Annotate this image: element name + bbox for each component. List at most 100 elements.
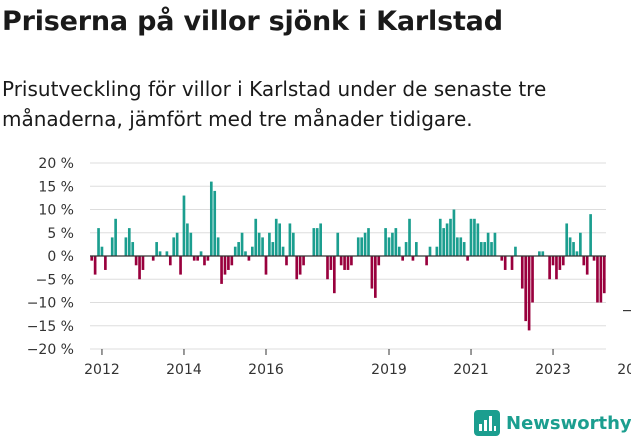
bar bbox=[326, 256, 329, 280]
bar bbox=[520, 256, 524, 289]
bar bbox=[438, 218, 442, 256]
bar bbox=[189, 232, 193, 256]
x-tick-label: 2021 bbox=[453, 362, 489, 378]
bar bbox=[227, 256, 230, 270]
bar bbox=[452, 209, 456, 256]
bar bbox=[257, 232, 261, 256]
bar bbox=[469, 218, 473, 256]
bar bbox=[343, 256, 346, 270]
bar bbox=[175, 232, 179, 256]
bar bbox=[315, 228, 319, 256]
bar bbox=[233, 246, 237, 256]
bar-chart: 20 % 15 % 10 % 5 % 0 % −5 % −10 % −15 % −20 % 20… bbox=[27, 156, 631, 378]
bar bbox=[329, 256, 333, 270]
bar bbox=[486, 232, 490, 256]
bar bbox=[370, 256, 374, 289]
bar bbox=[459, 237, 463, 256]
bar bbox=[404, 242, 408, 256]
y-axis-ticks: 20 % 15 % 10 % 5 % 0 % −5 % −10 % −15 % −20 % bbox=[27, 156, 74, 358]
bar bbox=[288, 223, 292, 256]
newsworthy-logo: Newsworthy bbox=[474, 408, 631, 438]
bar bbox=[585, 256, 589, 275]
bar bbox=[298, 256, 302, 275]
bar bbox=[100, 246, 104, 256]
bar bbox=[367, 228, 370, 256]
bar bbox=[490, 242, 493, 256]
bar bbox=[524, 256, 528, 322]
bar bbox=[336, 232, 340, 256]
bars bbox=[90, 181, 606, 331]
bar bbox=[377, 256, 381, 266]
chart-subtitle: Prisutveckling för villor i Karlstad und… bbox=[2, 77, 547, 131]
bar bbox=[250, 246, 254, 256]
bar bbox=[124, 237, 128, 256]
y-tick-label: 10 % bbox=[38, 203, 74, 219]
bar bbox=[510, 256, 514, 270]
bar bbox=[302, 256, 305, 266]
y-tick-label: −15 % bbox=[27, 319, 74, 335]
bar bbox=[281, 246, 285, 256]
bar bbox=[394, 228, 398, 256]
bar bbox=[199, 251, 203, 256]
bar bbox=[203, 256, 206, 266]
bar bbox=[527, 256, 531, 331]
x-tick-label: 2014 bbox=[166, 362, 202, 378]
bar bbox=[363, 232, 367, 256]
bar bbox=[476, 223, 480, 256]
bar bbox=[551, 256, 555, 266]
bar bbox=[374, 256, 377, 298]
bar bbox=[230, 256, 234, 266]
bar bbox=[220, 256, 223, 284]
bar bbox=[186, 223, 189, 256]
bar bbox=[138, 256, 141, 280]
bar bbox=[356, 237, 360, 256]
bar bbox=[408, 218, 411, 256]
bar bbox=[295, 256, 299, 280]
bar bbox=[155, 242, 158, 256]
bar bbox=[254, 218, 258, 256]
bar bbox=[271, 242, 275, 256]
bar bbox=[332, 256, 336, 294]
chart-title: Priserna på villor sjönk i Karlstad bbox=[2, 6, 503, 37]
bar bbox=[134, 256, 138, 266]
bar bbox=[555, 256, 558, 280]
bar bbox=[131, 242, 135, 256]
bar bbox=[216, 237, 220, 256]
bar bbox=[445, 223, 449, 256]
y-tick-label: −5 % bbox=[36, 272, 74, 288]
bar bbox=[462, 242, 466, 256]
bar bbox=[401, 256, 405, 261]
bar bbox=[592, 256, 596, 261]
bar bbox=[93, 256, 97, 275]
bar bbox=[247, 256, 251, 261]
bar bbox=[206, 256, 210, 261]
bar bbox=[339, 256, 343, 266]
bar bbox=[397, 246, 401, 256]
bar bbox=[411, 256, 415, 261]
bar bbox=[575, 251, 579, 256]
bar bbox=[274, 218, 278, 256]
x-tick-label: 2016 bbox=[248, 362, 284, 378]
bar bbox=[261, 237, 264, 256]
bar bbox=[97, 228, 100, 256]
bar bbox=[268, 232, 271, 256]
bar bbox=[538, 251, 541, 256]
bar bbox=[264, 256, 268, 275]
bar bbox=[387, 237, 391, 256]
bar bbox=[104, 256, 107, 270]
bar bbox=[473, 218, 476, 256]
bar bbox=[151, 256, 155, 261]
bar bbox=[165, 251, 169, 256]
bar bbox=[602, 256, 606, 294]
bar bbox=[483, 242, 487, 256]
x-tick-label: 2012 bbox=[84, 362, 120, 378]
bar bbox=[425, 256, 428, 266]
bar bbox=[213, 190, 217, 256]
y-tick-label: 15 % bbox=[38, 179, 74, 195]
bar bbox=[179, 256, 182, 275]
bar bbox=[514, 246, 517, 256]
bar bbox=[192, 256, 196, 261]
bar bbox=[285, 256, 288, 266]
bar bbox=[493, 232, 497, 256]
bar bbox=[568, 237, 572, 256]
